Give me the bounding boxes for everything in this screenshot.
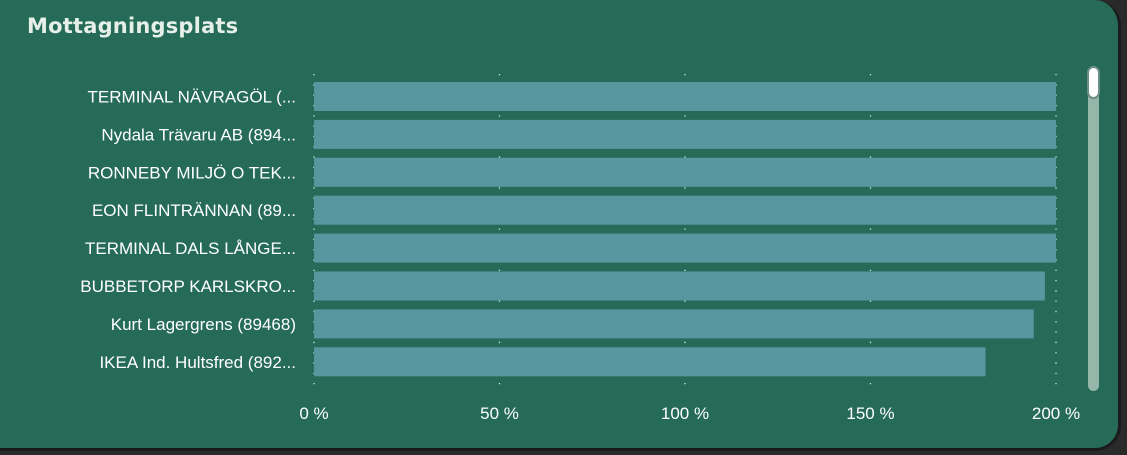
- bars: [314, 82, 1056, 377]
- category-label: BUBBETORP KARLSKRO...: [80, 277, 296, 296]
- category-label: RONNEBY MILJÖ O TEK...: [88, 163, 296, 182]
- x-tick-label: 0 %: [299, 404, 328, 423]
- x-tick-label: 200 %: [1032, 404, 1080, 423]
- bar[interactable]: [314, 309, 1034, 339]
- visual-title: Mottagningsplats: [27, 14, 239, 38]
- bar[interactable]: [314, 157, 1056, 187]
- bar[interactable]: [314, 271, 1045, 301]
- category-label: Nydala Trävaru AB (894...: [101, 125, 296, 144]
- category-label: IKEA Ind. Hultsfred (892...: [99, 353, 296, 372]
- x-axis-tick-labels: 0 % 50 % 100 % 150 % 200 %: [299, 404, 1080, 423]
- bar[interactable]: [314, 119, 1056, 149]
- scrollbar-track[interactable]: [1088, 66, 1099, 391]
- category-label: TERMINAL DALS LÅNGE...: [85, 239, 296, 258]
- category-label: Kurt Lagergrens (89468): [111, 315, 296, 334]
- bar[interactable]: [314, 82, 1056, 111]
- scrollbar-thumb[interactable]: [1087, 66, 1100, 99]
- x-tick-label: 150 %: [846, 404, 894, 423]
- x-tick-label: 50 %: [480, 404, 519, 423]
- bar[interactable]: [314, 233, 1056, 263]
- x-tick-label: 100 %: [661, 404, 709, 423]
- bar[interactable]: [314, 347, 986, 377]
- category-label: TERMINAL NÄVRAGÖL (...: [88, 88, 296, 107]
- bar[interactable]: [314, 195, 1056, 225]
- vertical-scrollbar[interactable]: [1087, 66, 1100, 391]
- category-labels: TERMINAL NÄVRAGÖL (... Nydala Trävaru AB …: [80, 88, 296, 372]
- category-label: EON FLINTRÄNNAN (89...: [92, 201, 296, 220]
